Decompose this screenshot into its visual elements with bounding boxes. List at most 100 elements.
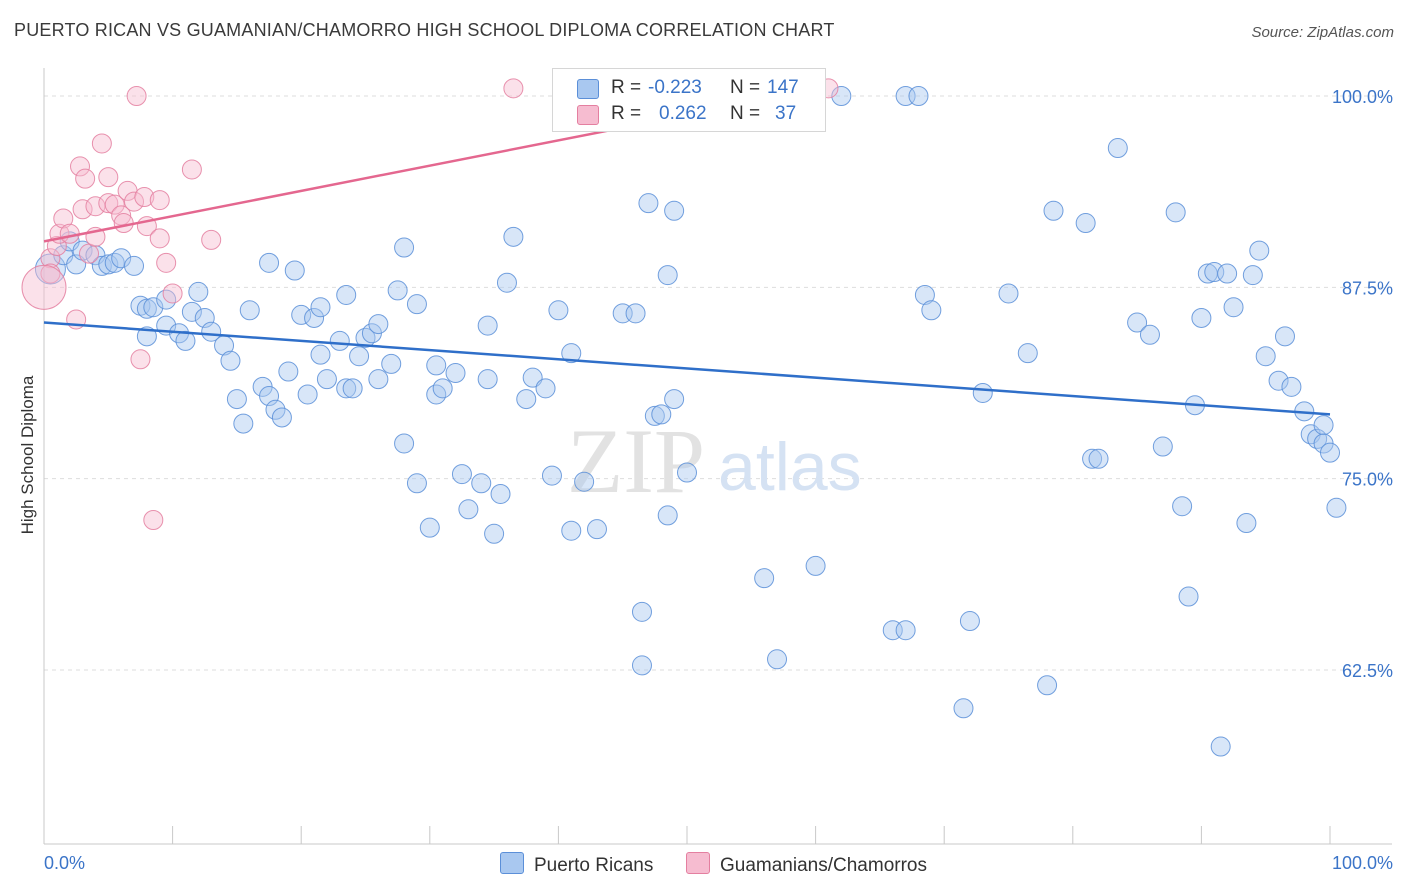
puerto-rican-point bbox=[34, 253, 66, 285]
chart-title: PUERTO RICAN VS GUAMANIAN/CHAMORRO HIGH … bbox=[14, 20, 835, 40]
bottom-legend-puerto-ricans: Puerto Ricans bbox=[500, 852, 653, 877]
puerto-rican-point bbox=[625, 303, 646, 324]
legend-r-value: 0.262 bbox=[659, 103, 707, 124]
puerto-rican-point bbox=[406, 294, 427, 315]
puerto-rican-point bbox=[754, 568, 775, 589]
puerto-rican-point bbox=[1107, 138, 1128, 159]
guamanian-point bbox=[143, 509, 164, 530]
puerto-rican-point bbox=[98, 254, 119, 275]
puerto-rican-point bbox=[561, 520, 582, 541]
puerto-rican-point bbox=[1326, 497, 1347, 518]
guamanian-point bbox=[72, 199, 93, 220]
puerto-rican-point bbox=[1313, 415, 1334, 436]
puerto-rican-point bbox=[143, 297, 164, 318]
puerto-rican-point bbox=[1274, 326, 1295, 347]
puerto-rican-point bbox=[445, 363, 466, 384]
guamanian-point bbox=[98, 193, 119, 214]
puerto-rican-point bbox=[908, 86, 929, 106]
puerto-rican-point bbox=[895, 620, 916, 641]
puerto-rican-point bbox=[914, 284, 935, 305]
puerto-rican-point bbox=[220, 350, 241, 371]
legend-row-guamanian: R = 0.262 N = 37 bbox=[553, 101, 825, 127]
puerto-rican-point bbox=[561, 343, 582, 364]
puerto-rican-point bbox=[381, 353, 402, 374]
puerto-rican-point bbox=[631, 655, 652, 676]
y-tick-label: 87.5% bbox=[1342, 278, 1393, 298]
puerto-rican-point bbox=[1281, 376, 1302, 397]
puerto-rican-point bbox=[458, 499, 479, 520]
legend-n-label: N = bbox=[730, 103, 761, 124]
guamanian-point bbox=[162, 283, 183, 304]
puerto-rican-point bbox=[921, 300, 942, 321]
puerto-rican-point bbox=[310, 297, 331, 318]
puerto-rican-point bbox=[998, 283, 1019, 304]
bottom-legend-label: Puerto Ricans bbox=[534, 855, 654, 876]
puerto-rican-point bbox=[226, 389, 247, 410]
puerto-rican-point bbox=[1139, 324, 1160, 345]
puerto-rican-point bbox=[541, 465, 562, 486]
legend-n-value: 147 bbox=[767, 77, 799, 98]
guamanian-point bbox=[201, 229, 222, 250]
puerto-rican-point bbox=[259, 252, 280, 273]
puerto-rican-point bbox=[419, 517, 440, 538]
puerto-rican-point bbox=[477, 315, 498, 336]
puerto-rican-point bbox=[677, 462, 697, 483]
guamanian-point bbox=[130, 349, 151, 370]
x-tick-label: 100.0% bbox=[1332, 853, 1393, 873]
puerto-rican-point bbox=[1075, 213, 1096, 234]
puerto-rican-point bbox=[297, 384, 318, 405]
puerto-rican-point bbox=[1223, 297, 1244, 318]
legend-swatch-blue bbox=[577, 79, 599, 99]
puerto-rican-point bbox=[394, 237, 415, 258]
puerto-rican-point bbox=[201, 321, 222, 342]
chart-source: Source: ZipAtlas.com bbox=[1251, 24, 1394, 41]
watermark-atlas: atlas bbox=[718, 429, 862, 505]
puerto-rican-point bbox=[426, 355, 447, 376]
puerto-rican-point bbox=[503, 226, 524, 247]
puerto-rican-point bbox=[1165, 202, 1186, 223]
puerto-rican-point bbox=[1217, 263, 1238, 284]
puerto-rican-point bbox=[329, 330, 350, 351]
puerto-rican-point bbox=[516, 389, 537, 410]
guamanian-point bbox=[59, 223, 80, 244]
x-tick-label: 0.0% bbox=[44, 853, 85, 873]
guamanian-point bbox=[46, 236, 67, 257]
puerto-rican-point bbox=[586, 519, 607, 540]
puerto-rican-point bbox=[304, 307, 325, 328]
puerto-rican-point bbox=[1255, 346, 1276, 367]
correlation-legend: R = -0.223 N = 147 R = 0.262 N = 37 bbox=[552, 68, 826, 132]
puerto-rican-point bbox=[657, 265, 678, 286]
puerto-rican-point bbox=[953, 698, 974, 719]
puerto-rican-point bbox=[394, 433, 415, 454]
guamanian-point bbox=[75, 168, 96, 189]
legend-r-value: -0.223 bbox=[648, 77, 702, 98]
watermark-zip: ZIP bbox=[567, 410, 705, 512]
puerto-rican-point bbox=[1268, 370, 1289, 391]
puerto-rican-point bbox=[1082, 448, 1103, 469]
y-axis-title: High School Diploma bbox=[18, 375, 37, 535]
puerto-rican-point bbox=[1210, 736, 1231, 757]
puerto-rican-point bbox=[91, 255, 112, 276]
y-tick-label: 100.0% bbox=[1332, 87, 1393, 107]
puerto-rican-point bbox=[1204, 262, 1225, 283]
puerto-rican-point bbox=[631, 601, 652, 622]
guamanian-point bbox=[40, 248, 61, 269]
guamanian-point bbox=[113, 213, 134, 234]
puerto-rican-point bbox=[972, 382, 993, 403]
y-tick-label: 62.5% bbox=[1342, 661, 1393, 681]
y-tick-label: 75.0% bbox=[1342, 470, 1393, 490]
puerto-rican-point bbox=[1037, 675, 1058, 696]
guamanian-point bbox=[21, 264, 67, 310]
puerto-rican-point bbox=[233, 413, 254, 434]
puerto-rican-point bbox=[156, 289, 177, 310]
puerto-rican-point bbox=[1088, 448, 1109, 469]
puerto-rican-point bbox=[124, 255, 145, 276]
puerto-rican-point bbox=[471, 473, 492, 494]
puerto-rican-point bbox=[1320, 442, 1340, 463]
puerto-rican-point bbox=[271, 407, 292, 428]
legend-r-label: R = bbox=[611, 103, 642, 124]
puerto-rican-point bbox=[522, 367, 543, 388]
puerto-rican-point bbox=[548, 300, 569, 321]
puerto-rican-trend-line bbox=[43, 321, 1331, 416]
